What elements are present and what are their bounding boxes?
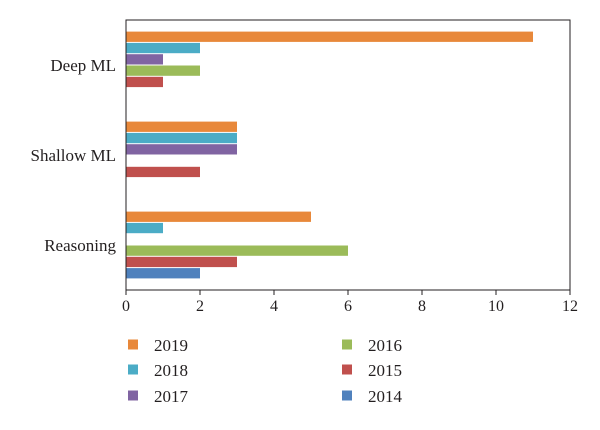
bar-deep-ml-2016 (126, 65, 200, 76)
x-tick-label: 12 (562, 298, 578, 315)
x-tick-label: 2 (196, 298, 204, 315)
bar-reasoning-2014 (126, 268, 200, 279)
x-tick-label: 4 (270, 298, 278, 315)
x-tick-label: 10 (488, 298, 504, 315)
legend-label-2014: 2014 (368, 387, 403, 406)
x-axis: 0 2 4 6 8 10 12 (122, 290, 578, 315)
legend-label-2018: 2018 (154, 361, 188, 380)
category-label: Reasoning (44, 236, 116, 255)
legend: 2019 2018 2017 2016 2015 2014 (128, 336, 403, 406)
bar-shallow-ml-2017 (126, 144, 237, 155)
bar-reasoning-2018 (126, 222, 163, 234)
legend-label-2016: 2016 (368, 336, 402, 355)
y-axis: Deep ML Shallow ML Reasoning (31, 56, 117, 255)
legend-swatch-2014 (342, 390, 352, 401)
x-tick-label: 8 (418, 298, 426, 315)
category-label: Shallow ML (31, 146, 116, 165)
category-label: Deep ML (50, 56, 116, 75)
legend-label-2017: 2017 (154, 387, 189, 406)
bar-deep-ml-2015 (126, 76, 163, 88)
legend-swatch-2018 (128, 364, 138, 375)
x-tick-label: 6 (344, 298, 352, 315)
legend-swatch-2017 (128, 390, 138, 401)
bar-deep-ml-2018 (126, 42, 200, 54)
legend-swatch-2015 (342, 364, 352, 375)
legend-label-2015: 2015 (368, 361, 402, 380)
legend-swatch-2016 (342, 339, 352, 350)
bar-deep-ml-2017 (126, 54, 163, 65)
legend-swatch-2019 (128, 339, 138, 350)
bar-reasoning-2019 (126, 211, 311, 222)
x-tick-label: 0 (122, 298, 130, 315)
bar-shallow-ml-2015 (126, 166, 200, 178)
bar-deep-ml-2019 (126, 31, 533, 42)
bar-shallow-ml-2019 (126, 121, 237, 132)
bars-layer (126, 31, 533, 279)
legend-label-2019: 2019 (154, 336, 188, 355)
bar-reasoning-2015 (126, 256, 237, 268)
bar-reasoning-2016 (126, 245, 348, 256)
bar-shallow-ml-2018 (126, 132, 237, 144)
